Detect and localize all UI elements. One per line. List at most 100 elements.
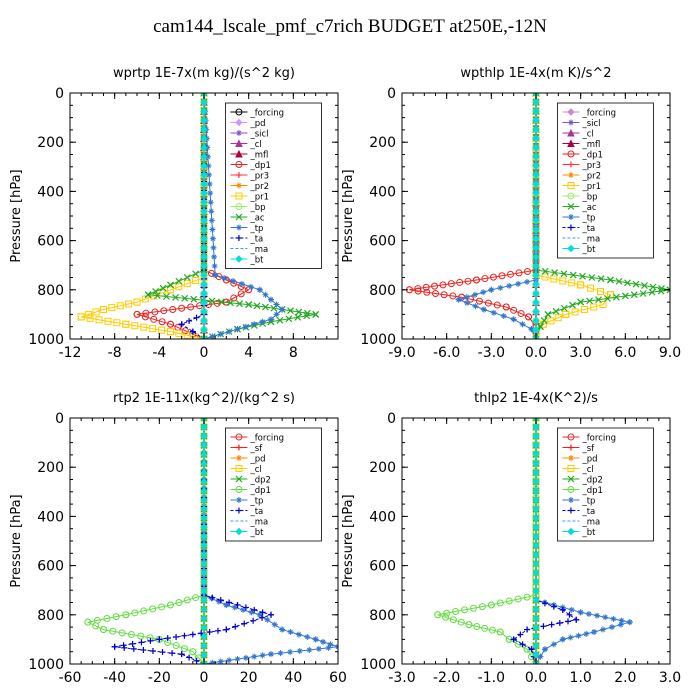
data-point bbox=[532, 541, 540, 550]
data-point bbox=[599, 301, 607, 309]
x-tick-label: -2.0 bbox=[433, 670, 460, 686]
data-point bbox=[532, 505, 540, 513]
data-point bbox=[200, 207, 208, 216]
data-point bbox=[103, 614, 111, 622]
data-point bbox=[232, 623, 239, 630]
data-point bbox=[206, 181, 213, 188]
data-point bbox=[200, 271, 208, 279]
legend-label: _bt bbox=[249, 256, 264, 266]
data-point bbox=[532, 441, 540, 450]
y-tick-label: 1000 bbox=[28, 657, 64, 673]
legend-label: _pr2 bbox=[249, 182, 269, 192]
data-point bbox=[84, 618, 92, 626]
y-tick-label: 1000 bbox=[360, 657, 396, 673]
legend-label: _mfl bbox=[249, 151, 268, 161]
y-tick-label: 600 bbox=[369, 234, 396, 250]
legend-label: _cl bbox=[249, 465, 261, 475]
data-point bbox=[245, 301, 253, 308]
legend-marker bbox=[235, 497, 242, 503]
data-point bbox=[209, 226, 216, 233]
data-point bbox=[200, 244, 208, 252]
data-point bbox=[514, 595, 522, 603]
data-point bbox=[569, 271, 577, 279]
data-point bbox=[279, 626, 286, 633]
data-point bbox=[200, 450, 208, 459]
data-point bbox=[532, 143, 540, 152]
data-point bbox=[457, 618, 465, 626]
data-point bbox=[465, 621, 473, 629]
data-point bbox=[240, 606, 247, 613]
data-point bbox=[209, 333, 216, 339]
legend-marker bbox=[235, 235, 242, 241]
x-tick-label: -8 bbox=[108, 345, 122, 361]
data-point bbox=[431, 282, 439, 290]
data-point bbox=[480, 306, 487, 313]
data-point bbox=[167, 320, 174, 328]
legend-label: _cl bbox=[581, 130, 593, 140]
data-point bbox=[137, 632, 145, 640]
data-point bbox=[100, 305, 107, 313]
data-point bbox=[532, 642, 540, 650]
data-point bbox=[141, 313, 149, 321]
data-point bbox=[583, 630, 590, 637]
x-tick-label: 8 bbox=[289, 345, 298, 361]
data-point bbox=[230, 277, 237, 284]
data-point bbox=[568, 279, 576, 287]
legend: _forcing_sf_pd_cl_dp2_dp1_tp_ta_ma_bt bbox=[225, 427, 322, 542]
data-point bbox=[532, 569, 540, 577]
data-point bbox=[200, 532, 208, 541]
data-point bbox=[200, 487, 208, 495]
data-point bbox=[519, 641, 526, 648]
data-point bbox=[517, 310, 525, 318]
data-point bbox=[273, 301, 280, 308]
data-point bbox=[532, 198, 540, 207]
data-point bbox=[532, 134, 540, 143]
data-point bbox=[122, 320, 130, 328]
y-tick-label: 400 bbox=[369, 509, 396, 525]
data-point bbox=[475, 297, 483, 305]
data-point bbox=[587, 284, 595, 292]
legend-marker bbox=[567, 150, 575, 158]
data-point bbox=[100, 626, 107, 634]
data-point bbox=[95, 316, 103, 324]
data-point bbox=[463, 294, 470, 301]
panel-title: wpthlp 1E-4x(m K)/s^2 bbox=[460, 66, 611, 81]
data-point bbox=[532, 180, 540, 188]
data-point bbox=[237, 290, 245, 298]
data-point bbox=[285, 315, 293, 323]
data-point bbox=[85, 310, 93, 318]
legend-marker bbox=[235, 108, 243, 116]
data-point bbox=[130, 645, 137, 652]
data-point bbox=[472, 276, 480, 284]
data-point bbox=[262, 291, 269, 298]
data-point bbox=[200, 560, 208, 568]
data-point bbox=[532, 298, 540, 307]
data-point bbox=[590, 303, 598, 311]
x-tick-label: 3.0 bbox=[659, 670, 681, 686]
data-point bbox=[287, 307, 294, 315]
data-point bbox=[183, 274, 191, 281]
data-point bbox=[183, 280, 191, 288]
data-point bbox=[200, 541, 208, 550]
data-point bbox=[259, 614, 266, 621]
data-point bbox=[510, 316, 517, 323]
data-point bbox=[200, 162, 208, 170]
data-point bbox=[187, 303, 195, 311]
data-point bbox=[523, 268, 531, 276]
data-point bbox=[641, 282, 648, 290]
legend-label: _ac bbox=[581, 203, 596, 213]
data-point bbox=[200, 632, 208, 641]
data-point bbox=[77, 313, 85, 321]
data-point bbox=[597, 275, 605, 283]
data-point bbox=[550, 603, 557, 610]
data-point bbox=[585, 610, 592, 617]
chart-panel-rtp2: rtp2 1E-11x(kg^2)/(kg^2 s) Pressure [hPa]… bbox=[9, 391, 347, 686]
data-point bbox=[141, 295, 149, 303]
legend-label: _pr1 bbox=[581, 182, 601, 192]
y-tick-label: 200 bbox=[37, 460, 64, 476]
data-point bbox=[312, 636, 319, 643]
data-point bbox=[552, 307, 560, 315]
data-point bbox=[175, 283, 183, 291]
data-point bbox=[532, 116, 540, 125]
data-point bbox=[200, 523, 208, 532]
